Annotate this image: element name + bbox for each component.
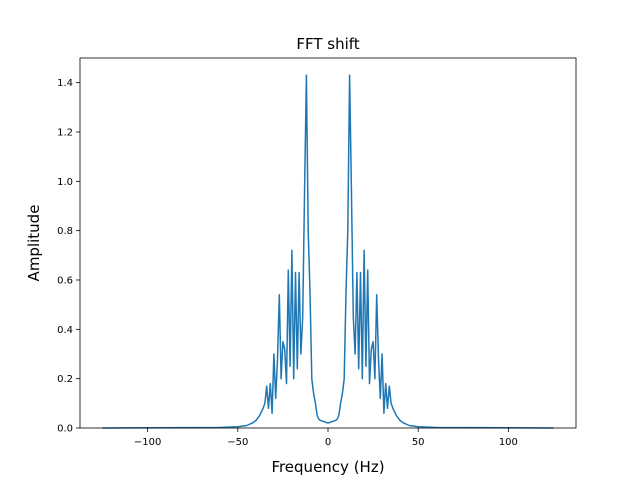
y-tick-label: 0.4 [57, 325, 73, 336]
y-tick-label: 1.2 [57, 128, 73, 139]
y-axis-label: Amplitude [25, 205, 43, 282]
x-axis-label: Frequency (Hz) [271, 458, 384, 476]
x-tick-label: 100 [499, 437, 518, 448]
x-tick-label: −100 [134, 437, 161, 448]
y-axis-ticks: 0.0 0.2 0.4 0.6 0.8 1.0 1.2 1.4 [57, 78, 80, 435]
y-tick-label: 1.4 [57, 78, 73, 89]
x-axis-ticks: −100 −50 0 50 100 [134, 428, 518, 448]
series-line-0 [102, 74, 554, 429]
chart-title: FFT shift [296, 35, 359, 53]
x-tick-label: −50 [227, 437, 248, 448]
y-tick-label: 0.2 [57, 374, 73, 385]
y-tick-label: 0.8 [57, 226, 73, 237]
x-tick-label: 0 [325, 437, 331, 448]
y-tick-label: 0.6 [57, 276, 73, 287]
plot-frame [79, 57, 577, 429]
plot-lines [102, 74, 554, 429]
x-tick-label: 50 [412, 437, 425, 448]
y-tick-label: 0.0 [57, 424, 73, 435]
y-tick-label: 1.0 [57, 177, 73, 188]
